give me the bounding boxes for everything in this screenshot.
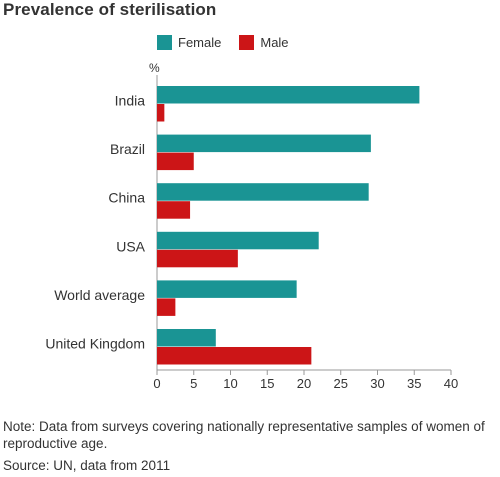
- legend: Female Male: [157, 35, 307, 50]
- category-label: World average: [54, 287, 145, 303]
- x-tick-label: 0: [153, 376, 160, 391]
- chart-source: Source: UN, data from 2011: [3, 458, 171, 473]
- x-tick-label: 20: [297, 376, 311, 391]
- bar-female: [157, 280, 297, 298]
- bar-male: [157, 152, 194, 171]
- chart-note: Note: Data from surveys covering nationa…: [3, 419, 485, 451]
- bar-female: [157, 86, 420, 104]
- category-label: USA: [116, 238, 145, 254]
- category-label: India: [115, 93, 146, 109]
- category-label: Brazil: [110, 141, 145, 157]
- legend-item-female: Female: [157, 35, 221, 50]
- bar-male: [157, 104, 165, 122]
- chart-title: Prevalence of sterilisation: [3, 0, 217, 19]
- legend-label-male: Male: [260, 35, 289, 50]
- bar-male: [157, 347, 312, 365]
- x-tick-label: 10: [223, 376, 237, 391]
- category-label: United Kingdom: [45, 336, 145, 352]
- bar-female: [157, 183, 369, 201]
- legend-swatch-male: [239, 35, 255, 50]
- bar-female: [157, 329, 216, 347]
- x-tick-label: 25: [334, 376, 348, 391]
- legend-item-male: Male: [239, 35, 289, 50]
- legend-label-female: Female: [178, 35, 222, 50]
- x-tick-label: 40: [444, 376, 458, 391]
- bar-male: [157, 249, 238, 268]
- bar-male: [157, 298, 176, 316]
- x-tick-label: 35: [407, 376, 421, 391]
- category-label: China: [108, 190, 145, 206]
- bar-female: [157, 231, 319, 250]
- legend-swatch-female: [157, 35, 172, 50]
- x-tick-label: 15: [260, 376, 274, 391]
- x-tick-label: 5: [190, 376, 197, 391]
- x-tick-label: 30: [370, 376, 384, 391]
- axis-unit-label: %: [149, 61, 160, 75]
- bar-female: [157, 134, 371, 153]
- bar-male: [157, 201, 191, 219]
